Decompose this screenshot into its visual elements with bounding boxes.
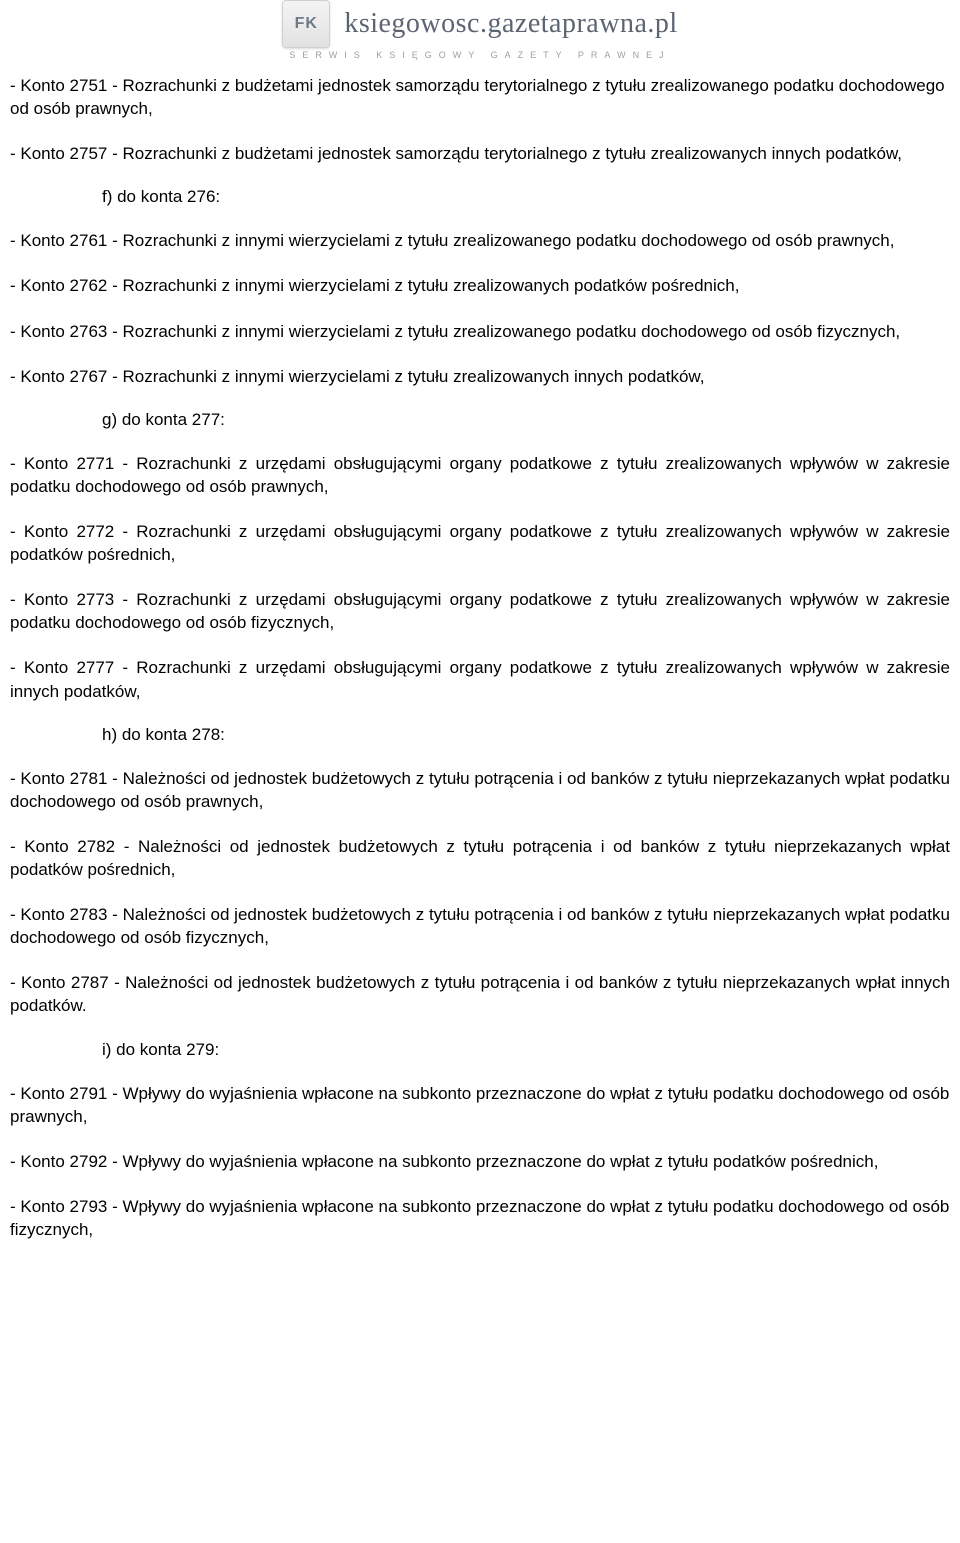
paragraph-2773: - Konto 2773 - Rozrachunki z urzędami ob… — [10, 588, 950, 634]
paragraph-2761: - Konto 2761 - Rozrachunki z innymi wier… — [10, 229, 950, 252]
subheading-i: i) do konta 279: — [102, 1040, 950, 1060]
paragraph-2772: - Konto 2772 - Rozrachunki z urzędami ob… — [10, 520, 950, 566]
paragraph-2771: - Konto 2771 - Rozrachunki z urzędami ob… — [10, 452, 950, 498]
paragraph-2793: - Konto 2793 - Wpływy do wyjaśnienia wpł… — [10, 1195, 950, 1241]
paragraph-2787: - Konto 2787 - Należności od jednostek b… — [10, 971, 950, 1017]
paragraph-2792: - Konto 2792 - Wpływy do wyjaśnienia wpł… — [10, 1150, 950, 1173]
paragraph-2783: - Konto 2783 - Należności od jednostek b… — [10, 903, 950, 949]
subheading-f: f) do konta 276: — [102, 187, 950, 207]
paragraph-2763: - Konto 2763 - Rozrachunki z innymi wier… — [10, 320, 950, 343]
logo-icon: FK — [282, 0, 330, 48]
paragraph-2791: - Konto 2791 - Wpływy do wyjaśnienia wpł… — [10, 1082, 950, 1128]
logo-row: FK ksiegowosc.gazetaprawna.pl — [282, 0, 677, 48]
paragraph-2751: - Konto 2751 - Rozrachunki z budżetami j… — [10, 74, 950, 120]
paragraph-2781: - Konto 2781 - Należności od jednostek b… — [10, 767, 950, 813]
subheading-h: h) do konta 278: — [102, 725, 950, 745]
paragraph-2757: - Konto 2757 - Rozrachunki z budżetami j… — [10, 142, 950, 165]
paragraph-2777: - Konto 2777 - Rozrachunki z urzędami ob… — [10, 656, 950, 702]
paragraph-2767: - Konto 2767 - Rozrachunki z innymi wier… — [10, 365, 950, 388]
paragraph-2782: - Konto 2782 - Należności od jednostek b… — [10, 835, 950, 881]
site-title: ksiegowosc.gazetaprawna.pl — [344, 8, 677, 40]
document-page: FK ksiegowosc.gazetaprawna.pl SERWIS KSI… — [0, 0, 960, 1293]
site-header: FK ksiegowosc.gazetaprawna.pl SERWIS KSI… — [10, 0, 950, 60]
paragraph-2762: - Konto 2762 - Rozrachunki z innymi wier… — [10, 274, 950, 297]
subheading-g: g) do konta 277: — [102, 410, 950, 430]
site-subtitle: SERWIS KSIĘGOWY GAZETY PRAWNEJ — [289, 50, 670, 60]
